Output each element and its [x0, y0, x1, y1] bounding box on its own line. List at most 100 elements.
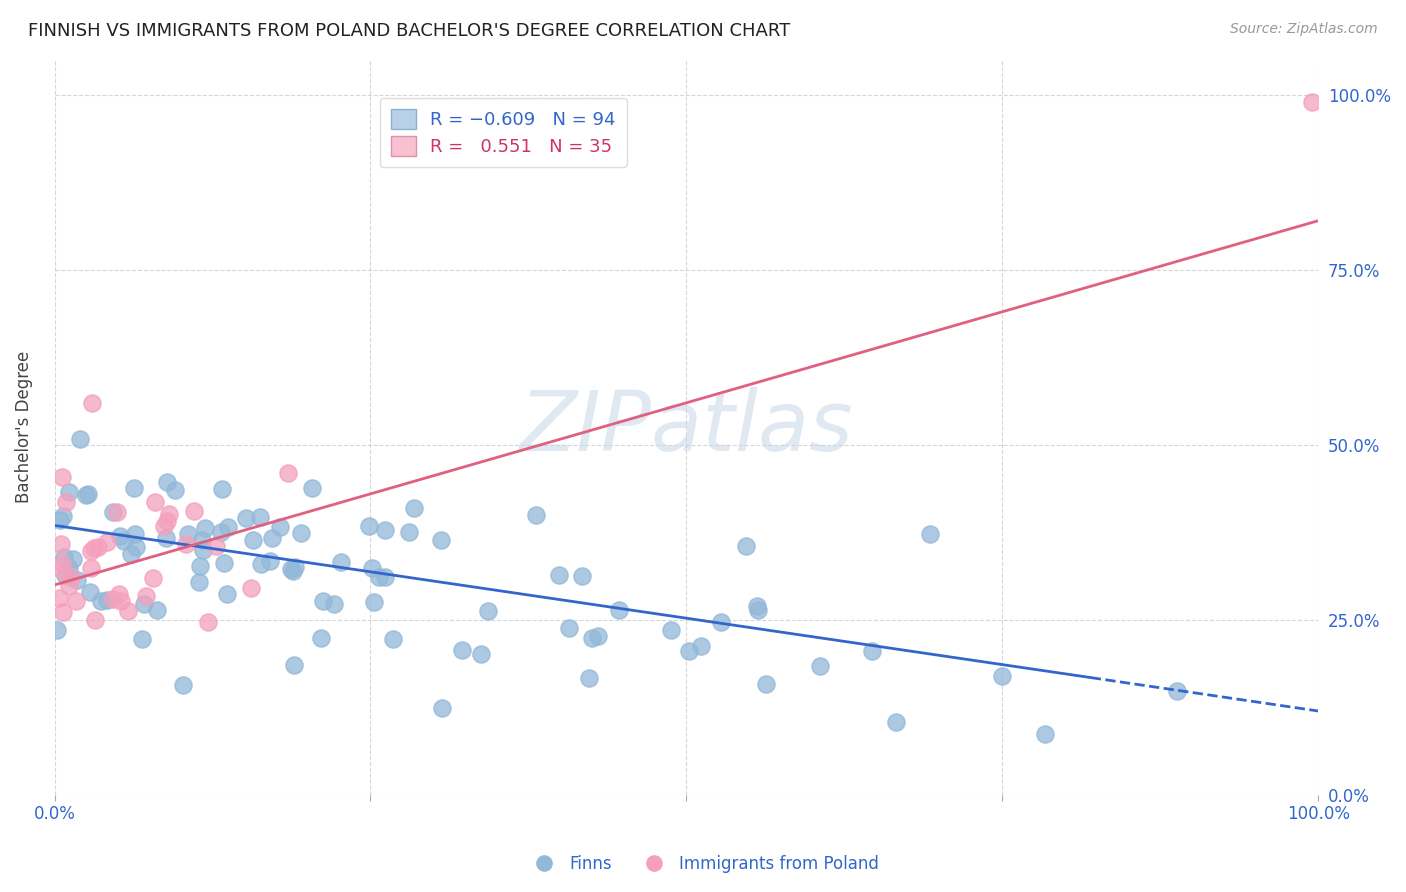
Point — [211, 482, 233, 496]
Point — [548, 568, 571, 582]
Point — [280, 562, 302, 576]
Point — [163, 483, 186, 497]
Point — [60, 570, 83, 584]
Point — [361, 561, 384, 575]
Point — [52, 509, 75, 524]
Point — [398, 525, 420, 540]
Point — [191, 533, 214, 547]
Point — [103, 591, 125, 606]
Point — [53, 549, 76, 564]
Text: Source: ZipAtlas.com: Source: ZipAtlas.com — [1230, 22, 1378, 37]
Point — [886, 714, 908, 729]
Point — [90, 594, 112, 608]
Point — [83, 614, 105, 628]
Text: ZIPatlas: ZIPatlas — [520, 387, 853, 467]
Text: FINNISH VS IMMIGRANTS FROM POLAND BACHELOR'S DEGREE CORRELATION CHART: FINNISH VS IMMIGRANTS FROM POLAND BACHEL… — [28, 22, 790, 40]
Point — [112, 534, 135, 549]
Point — [105, 506, 128, 520]
Point — [79, 561, 101, 575]
Point — [96, 592, 118, 607]
Point — [1301, 95, 1323, 109]
Point — [110, 529, 132, 543]
Point — [212, 557, 235, 571]
Point — [58, 561, 80, 575]
Point — [374, 523, 396, 537]
Point — [79, 585, 101, 599]
Point — [249, 510, 271, 524]
Y-axis label: Bachelor's Degree: Bachelor's Degree — [15, 351, 32, 503]
Point — [260, 531, 283, 545]
Point — [1166, 684, 1188, 698]
Point — [194, 521, 217, 535]
Point — [284, 560, 307, 574]
Point — [581, 631, 603, 645]
Point — [124, 481, 146, 495]
Point — [311, 631, 333, 645]
Point — [357, 518, 380, 533]
Point — [176, 536, 198, 550]
Point — [191, 543, 214, 558]
Point — [690, 639, 713, 653]
Point — [235, 511, 257, 525]
Point — [450, 643, 472, 657]
Point — [571, 569, 593, 583]
Point — [755, 677, 778, 691]
Point — [281, 565, 304, 579]
Point — [991, 669, 1014, 683]
Point — [735, 539, 758, 553]
Point — [659, 623, 682, 637]
Legend: R = −0.609   N = 94, R =   0.551   N = 35: R = −0.609 N = 94, R = 0.551 N = 35 — [380, 98, 627, 167]
Point — [710, 615, 733, 629]
Point — [283, 658, 305, 673]
Point — [53, 568, 76, 582]
Point — [747, 603, 769, 617]
Point — [312, 593, 335, 607]
Point — [96, 535, 118, 549]
Point — [323, 597, 346, 611]
Point — [55, 495, 77, 509]
Point — [80, 543, 103, 558]
Point — [374, 570, 396, 584]
Point — [77, 487, 100, 501]
Point — [209, 524, 232, 539]
Point — [51, 470, 73, 484]
Point — [588, 628, 610, 642]
Point — [48, 591, 70, 605]
Point — [918, 526, 941, 541]
Point — [277, 466, 299, 480]
Point — [83, 541, 105, 555]
Point — [330, 555, 353, 569]
Point — [124, 527, 146, 541]
Point — [146, 603, 169, 617]
Point — [153, 518, 176, 533]
Point — [578, 671, 600, 685]
Point — [215, 587, 238, 601]
Point — [75, 488, 97, 502]
Point — [155, 532, 177, 546]
Point — [69, 432, 91, 446]
Point — [860, 644, 883, 658]
Point — [172, 677, 194, 691]
Point — [132, 597, 155, 611]
Point — [808, 658, 831, 673]
Point — [82, 396, 104, 410]
Point — [430, 701, 453, 715]
Point — [157, 508, 180, 522]
Point — [65, 594, 87, 608]
Point — [120, 547, 142, 561]
Point — [87, 540, 110, 554]
Point — [117, 604, 139, 618]
Point — [470, 647, 492, 661]
Point — [290, 526, 312, 541]
Point — [368, 570, 391, 584]
Point — [65, 573, 87, 587]
Point — [363, 595, 385, 609]
Point — [197, 615, 219, 630]
Point — [49, 537, 72, 551]
Point — [240, 581, 263, 595]
Point — [250, 557, 273, 571]
Point — [135, 589, 157, 603]
Point — [177, 527, 200, 541]
Point — [524, 508, 547, 522]
Point — [145, 495, 167, 509]
